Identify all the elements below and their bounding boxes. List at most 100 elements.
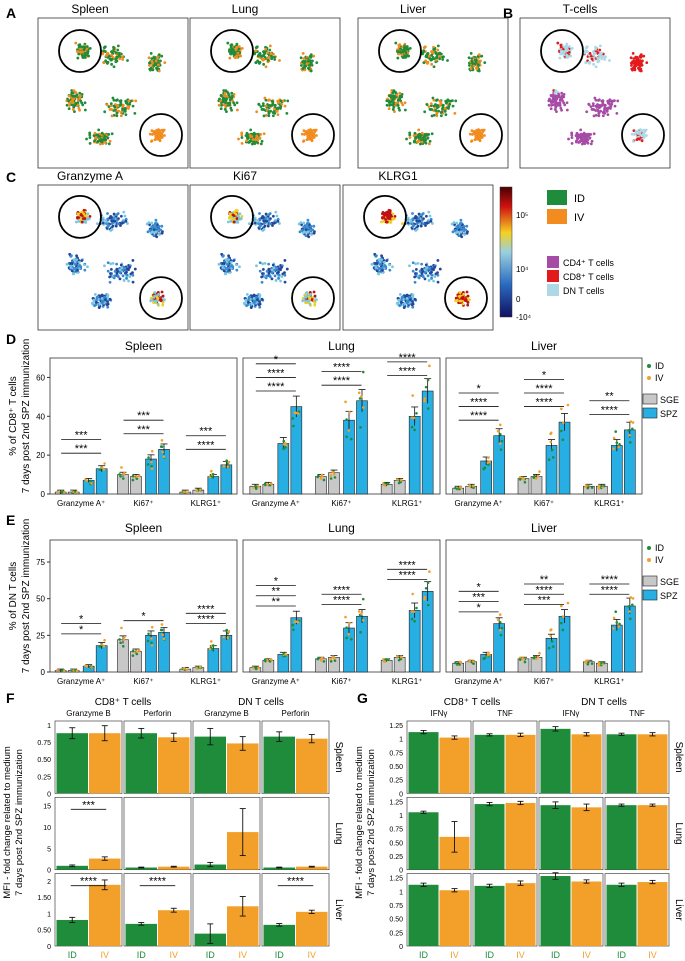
tsne-granzyme-dot xyxy=(95,298,98,302)
data-point xyxy=(199,665,202,669)
row-label: Spleen xyxy=(333,742,344,773)
tsne-lung-dot xyxy=(255,110,259,114)
tsne-ki67-dot xyxy=(270,271,274,274)
tsne-spleen-dot xyxy=(112,113,116,117)
facet-title: Lung xyxy=(328,521,355,535)
tsne-spleen-dot xyxy=(116,104,120,108)
tsne-liver-dot xyxy=(403,45,407,49)
data-point xyxy=(146,639,150,643)
tsne-granzyme-dot xyxy=(106,297,110,301)
y-axis-label: 7 days post 2nd SPZ immunization xyxy=(14,749,25,896)
y-tick-label: 0 xyxy=(47,791,51,798)
tsne-ki67-dot xyxy=(313,301,317,304)
tsne-lung-dot xyxy=(262,62,266,66)
tsne-lung-dot xyxy=(244,134,248,138)
colorbar xyxy=(499,186,513,318)
tsne-ki67-dot xyxy=(225,262,229,266)
tsne-lung-dot xyxy=(301,67,305,70)
tsne-tcells-dot xyxy=(559,43,563,47)
data-point xyxy=(498,423,502,427)
legend-label-id: ID xyxy=(574,193,585,205)
data-point xyxy=(292,424,295,428)
data-point xyxy=(561,628,565,632)
tsne-liver-dot xyxy=(432,65,436,69)
significance-label: *** xyxy=(199,426,213,438)
data-point xyxy=(549,440,552,444)
tsne-klrg1-dot xyxy=(385,220,389,224)
tsne-tcells-dot xyxy=(564,48,568,52)
tsne-lung-dot xyxy=(266,99,270,102)
tsne-ki67-dot xyxy=(244,298,248,302)
panel-f: MFI - fold change related to medium 7 day… xyxy=(2,697,344,960)
tsne-granzyme-dot xyxy=(110,216,113,219)
tsne-lung-dot xyxy=(270,57,274,61)
tsne-lung-dot xyxy=(268,44,272,48)
tsne-spleen-dot xyxy=(67,99,71,103)
tsne-granzyme-dot xyxy=(110,219,114,223)
tsne-liver-dot xyxy=(398,94,402,98)
data-point xyxy=(185,668,188,671)
data-point xyxy=(590,486,594,489)
tsne-granzyme-dot xyxy=(128,265,132,269)
data-point xyxy=(263,482,267,486)
data-point xyxy=(227,630,231,634)
tsne-ki67-dot xyxy=(264,276,268,280)
bar xyxy=(545,637,558,673)
tsne-spleen-dot xyxy=(82,48,86,52)
bar xyxy=(408,732,439,794)
tsne-lung-dot xyxy=(305,62,309,66)
tsne-spleen-dot xyxy=(123,109,127,113)
x-tick-label: Granzyme A⁺ xyxy=(455,677,503,686)
data-point xyxy=(600,484,603,488)
data-point xyxy=(357,391,361,395)
tsne-granzyme-dot xyxy=(115,219,119,222)
data-point xyxy=(211,473,215,476)
tsne-tcells-dot xyxy=(603,58,607,61)
tsne-ki67-dot xyxy=(258,293,262,297)
tsne-ki67-dot xyxy=(305,222,309,225)
tsne-lung-dot xyxy=(240,133,244,137)
data-point xyxy=(160,628,164,632)
tsne-liver-dot xyxy=(403,101,407,105)
tsne-tcells-dot xyxy=(575,139,578,143)
tsne-ki67-dot xyxy=(223,272,227,276)
bar xyxy=(624,429,636,495)
data-point xyxy=(120,466,123,469)
tsne-klrg1-dot xyxy=(416,261,420,265)
tsne-tcells-dot xyxy=(585,134,589,138)
tsne-liver-dot xyxy=(480,54,484,58)
data-point xyxy=(631,427,634,431)
tsne-tcells-dot xyxy=(578,140,582,144)
tsne-lung-dot xyxy=(262,132,266,136)
tsne-granzyme-dot xyxy=(118,271,122,274)
tsne-granzyme-dot xyxy=(98,302,102,306)
data-point xyxy=(100,643,104,646)
data-point xyxy=(499,432,502,436)
tsne-ki67-dot xyxy=(256,298,259,302)
tsne-klrg1-dot xyxy=(414,262,418,266)
x-tick-label: KLRG1⁺ xyxy=(191,499,221,508)
data-point xyxy=(131,474,135,478)
tsne-tcells-dot xyxy=(588,51,592,55)
tsne-lung-dot xyxy=(306,59,310,63)
x-tick-label: IV xyxy=(648,950,657,960)
tsne-tcells-dot xyxy=(552,89,556,92)
tsne-klrg1-dot xyxy=(463,233,466,236)
tsne-spleen-dot xyxy=(100,131,104,135)
tsne-ki67-dot xyxy=(258,305,262,309)
tsne-lung-dot xyxy=(222,89,226,92)
y-tick-label: 0.50 xyxy=(389,917,403,924)
tsne-liver-dot xyxy=(478,134,482,138)
data-point xyxy=(551,456,555,459)
y-axis-label: 7 days post 2nd SPZ immunization xyxy=(21,339,32,494)
bar xyxy=(480,654,492,673)
significance-label: **** xyxy=(267,381,285,393)
data-point xyxy=(496,618,500,622)
tsne-spleen-dot xyxy=(97,128,101,132)
tsne-ki67-dot xyxy=(217,262,221,266)
tsne-spleen-dot xyxy=(152,64,156,68)
legend-swatch-cd4 xyxy=(547,256,559,268)
data-point xyxy=(536,655,540,659)
legend-swatch-cd8 xyxy=(547,270,559,282)
significance-label: **** xyxy=(535,383,553,395)
